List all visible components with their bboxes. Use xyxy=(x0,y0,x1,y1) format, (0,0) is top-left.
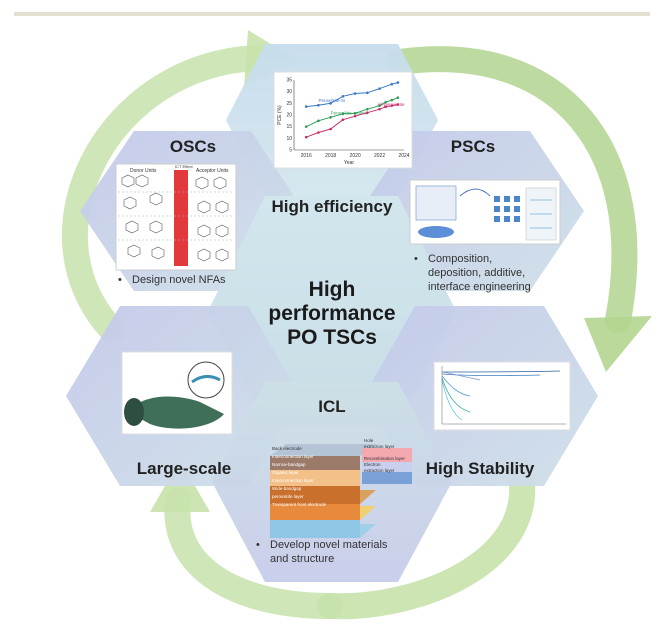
top-rule xyxy=(14,12,650,16)
center-title: High performance PO TSCs xyxy=(232,278,432,350)
y-tick-label: 20 xyxy=(286,113,292,119)
series-point xyxy=(384,100,387,104)
x-tick-label: 2022 xyxy=(374,153,385,159)
y-axis-label: PCE (%) xyxy=(277,105,283,125)
x-tick-label: 2020 xyxy=(350,153,361,159)
series-point xyxy=(366,107,369,111)
series-label: Perovskite-organic xyxy=(331,110,369,115)
icl-layer-6: perovskite layer xyxy=(272,494,304,499)
icl-callout-3: Electron xyxy=(364,462,381,467)
icl-bullet-line1: Develop novel materials xyxy=(270,539,388,551)
series-line-2 xyxy=(306,104,398,138)
series-point xyxy=(396,103,400,106)
y-tick-label: 10 xyxy=(286,136,292,142)
series-point xyxy=(341,118,345,121)
series-point xyxy=(384,105,387,109)
icl-layer-7: Transparent front electrode xyxy=(272,502,327,507)
center-title-line3: PO TSCs xyxy=(287,326,377,349)
hex-top-title: High efficiency xyxy=(272,197,393,216)
series-point xyxy=(353,114,357,118)
series-point xyxy=(378,107,381,111)
series-point xyxy=(304,125,308,128)
series-point xyxy=(317,103,320,107)
efficiency-chart: 2016 2018 2020 2022 2024 5 10 15 20 25 30 35 Year PCE… xyxy=(273,71,413,169)
osc-bullet-text: Design novel NFAs xyxy=(132,274,226,286)
icl-bullet: • Develop novel materials and structure xyxy=(256,539,388,565)
series-point xyxy=(390,104,394,107)
osc-table-header-ict: ICT Effect xyxy=(175,164,194,169)
series-point xyxy=(329,127,332,131)
hex-upper-left-title: OSCs xyxy=(170,137,216,156)
osc-table-header-donor: Donor Units xyxy=(130,168,157,174)
flexible-module-photo xyxy=(121,351,233,435)
series-point xyxy=(353,112,357,115)
y-tick-label: 35 xyxy=(286,78,292,84)
psc-bullet: • Composition, deposition, additive, inte… xyxy=(414,253,531,293)
series-label: Perovskite-Si xyxy=(318,98,345,103)
icl-layer-0: Back electrode xyxy=(272,446,302,451)
x-tick-label: 2018 xyxy=(325,153,336,159)
series-point xyxy=(341,95,345,98)
series-point xyxy=(317,131,320,134)
series-point xyxy=(390,98,394,102)
hex-lower-left-title: Large-scale xyxy=(137,459,232,478)
icl-layer-2: Narrow-bandgap xyxy=(272,462,306,467)
x-tick-label: 2024 xyxy=(398,153,409,159)
psc-bullet-line1: Composition, xyxy=(428,253,493,265)
series-point xyxy=(304,135,308,139)
arrow-head-right xyxy=(584,316,652,372)
center-title-line1: High xyxy=(308,278,356,301)
icl-callouts: Hole extraction layer Recombination laye… xyxy=(364,438,424,474)
series-point xyxy=(396,81,400,84)
icl-layer-1: Interconnection layer xyxy=(272,454,314,459)
hex-upper-right-title: PSCs xyxy=(451,137,495,156)
icl-layer-5: Wide-bandgap xyxy=(272,486,302,491)
arrow-bottom-left xyxy=(164,487,343,619)
series-point xyxy=(304,105,308,108)
series-line-1 xyxy=(305,97,399,128)
y-tick-label: 15 xyxy=(286,124,292,130)
hex-bottom-title: ICL xyxy=(318,397,345,416)
icl-callout-2: Recombination layer xyxy=(364,456,406,461)
psc-schematic xyxy=(409,179,561,245)
series-point xyxy=(390,82,394,86)
series-point xyxy=(341,112,345,116)
hex-lower-right-title: High Stability xyxy=(426,459,535,478)
series-label: All-perovskite xyxy=(378,102,406,107)
icl-callout-4: extraction layer xyxy=(364,468,395,473)
x-axis-label: Year xyxy=(344,160,354,166)
center-title-line2: performance xyxy=(268,302,396,325)
series-point xyxy=(317,119,320,123)
icl-stack xyxy=(270,444,412,538)
arrow-bottom-right xyxy=(317,457,536,620)
series-point xyxy=(378,87,381,90)
x-tick-label: 2016 xyxy=(301,153,312,159)
y-tick-label: 30 xyxy=(286,89,292,95)
psc-bullet-line2: deposition, additive, xyxy=(428,267,526,279)
arrow-top-left xyxy=(61,45,275,343)
icl-callout-0: Hole xyxy=(364,438,374,443)
cycle-arrows xyxy=(61,30,652,620)
arrow-top-right xyxy=(387,46,638,333)
osc-bullet: • Design novel NFAs xyxy=(118,274,226,286)
osc-table-header-acceptor: Acceptor Units xyxy=(196,168,229,174)
series-point xyxy=(353,92,357,95)
icl-layer-3: Organic layer xyxy=(272,470,299,475)
icl-bullet-line2: and structure xyxy=(270,553,335,565)
series-point xyxy=(329,102,332,105)
y-tick-label: 5 xyxy=(289,148,292,154)
icl-callout-1: extraction layer xyxy=(364,444,395,449)
icl-layer-4: Interconnection layer xyxy=(272,478,314,483)
series-point xyxy=(366,91,369,95)
series-point xyxy=(366,111,369,114)
psc-bullet-line3: interface engineering xyxy=(428,281,531,293)
osc-nfa-table: Donor Units ICT Effect Acceptor Units xyxy=(115,163,237,271)
series-point xyxy=(378,104,381,107)
stability-chart xyxy=(433,361,571,431)
series-point xyxy=(396,96,400,100)
series-point xyxy=(329,116,332,119)
y-tick-label: 25 xyxy=(286,101,292,107)
icl-stack-labels: Back electrode Interconnection layer Nar… xyxy=(272,445,362,509)
